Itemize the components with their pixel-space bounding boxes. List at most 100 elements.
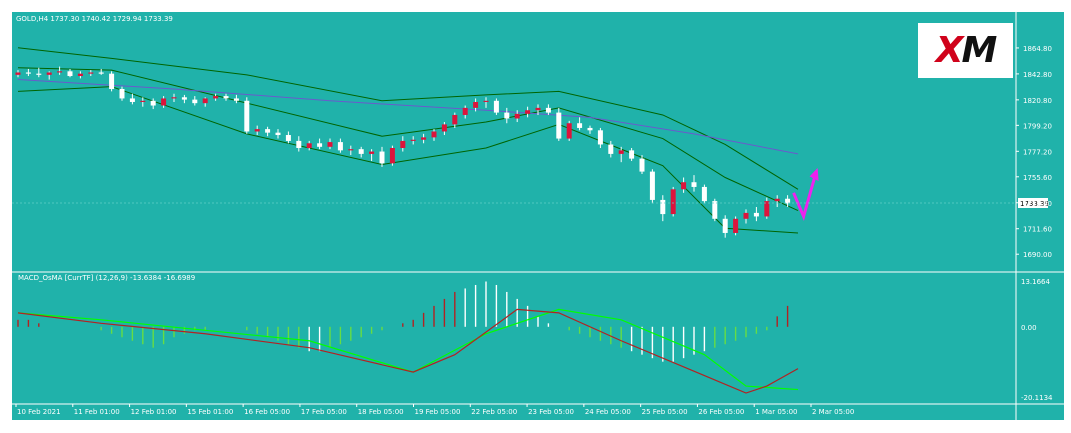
- candle[interactable]: [213, 93, 219, 101]
- candle[interactable]: [379, 146, 385, 167]
- candle-body: [753, 212, 759, 217]
- candle[interactable]: [577, 117, 583, 131]
- candle[interactable]: [556, 107, 562, 141]
- candle[interactable]: [701, 184, 707, 204]
- candle[interactable]: [317, 138, 323, 150]
- candle[interactable]: [649, 169, 655, 204]
- candle[interactable]: [421, 133, 427, 144]
- candle[interactable]: [608, 140, 614, 158]
- candle[interactable]: [629, 148, 635, 161]
- candle[interactable]: [181, 94, 187, 104]
- candle-body: [649, 171, 655, 200]
- candle[interactable]: [722, 215, 728, 238]
- candle[interactable]: [88, 70, 94, 77]
- candle[interactable]: [15, 70, 21, 78]
- candle[interactable]: [504, 107, 510, 124]
- candle[interactable]: [670, 186, 676, 217]
- candle[interactable]: [358, 146, 364, 158]
- candle-body: [618, 150, 624, 154]
- candle[interactable]: [733, 216, 739, 236]
- candle[interactable]: [473, 98, 479, 112]
- candle[interactable]: [712, 198, 718, 222]
- candle[interactable]: [254, 125, 260, 136]
- candle[interactable]: [639, 155, 645, 174]
- candle[interactable]: [566, 120, 572, 141]
- candle[interactable]: [98, 68, 104, 75]
- candle-body: [483, 100, 489, 102]
- candle[interactable]: [327, 138, 333, 150]
- candle[interactable]: [306, 140, 312, 151]
- candle[interactable]: [785, 195, 791, 207]
- candle-body: [285, 135, 291, 141]
- time-tick-label: 2 Mar 05:00: [812, 408, 854, 416]
- candle[interactable]: [431, 129, 437, 141]
- candle-body: [275, 132, 281, 136]
- candle[interactable]: [618, 146, 624, 163]
- candle[interactable]: [129, 93, 135, 105]
- candle[interactable]: [389, 145, 395, 166]
- bollinger-middle: [17, 67, 799, 211]
- candle[interactable]: [202, 97, 208, 107]
- candle[interactable]: [535, 104, 541, 115]
- price-tick-label: 1799.20: [1023, 122, 1052, 130]
- candle[interactable]: [660, 195, 666, 222]
- candle[interactable]: [25, 68, 31, 77]
- candle-body: [15, 72, 21, 75]
- candle[interactable]: [587, 125, 593, 134]
- candle[interactable]: [67, 68, 73, 78]
- candle-body: [98, 72, 104, 74]
- time-tick-label: 15 Feb 01:00: [187, 408, 233, 416]
- candle[interactable]: [140, 97, 146, 107]
- candle[interactable]: [244, 97, 250, 134]
- chart-canvas[interactable]: GOLD,H4 1737.30 1740.42 1729.94 1733.39 …: [12, 12, 1064, 420]
- candle-body: [431, 131, 437, 138]
- candle[interactable]: [348, 145, 354, 156]
- candle[interactable]: [161, 96, 167, 108]
- candle-body: [701, 186, 707, 202]
- candle[interactable]: [46, 71, 52, 80]
- candle[interactable]: [514, 110, 520, 123]
- time-tick-label: 22 Feb 05:00: [471, 408, 517, 416]
- candle[interactable]: [275, 129, 281, 139]
- candle[interactable]: [77, 71, 83, 79]
- candle-body: [660, 199, 666, 215]
- macd-tick-label: 13.1664: [1021, 278, 1050, 286]
- time-tick-label: 26 Feb 05:00: [698, 408, 744, 416]
- candle[interactable]: [597, 127, 603, 148]
- candle[interactable]: [337, 138, 343, 153]
- candle[interactable]: [774, 195, 780, 207]
- candle[interactable]: [452, 112, 458, 128]
- candle[interactable]: [410, 136, 416, 145]
- candle[interactable]: [119, 86, 125, 101]
- chart-frame: GOLD,H4 1737.30 1740.42 1729.94 1733.39 …: [12, 12, 1064, 420]
- candle[interactable]: [753, 207, 759, 222]
- candle[interactable]: [369, 149, 375, 161]
- candle[interactable]: [493, 98, 499, 115]
- candle[interactable]: [743, 209, 749, 224]
- candle[interactable]: [109, 71, 115, 92]
- candle[interactable]: [400, 136, 406, 152]
- candle[interactable]: [265, 126, 271, 137]
- candle[interactable]: [296, 136, 302, 152]
- candle[interactable]: [525, 106, 531, 118]
- candle[interactable]: [691, 175, 697, 192]
- candle[interactable]: [233, 94, 239, 104]
- candle[interactable]: [441, 122, 447, 136]
- candle-body: [691, 182, 697, 187]
- candle[interactable]: [223, 93, 229, 101]
- candle[interactable]: [171, 93, 177, 102]
- candle-body: [639, 158, 645, 172]
- candle[interactable]: [764, 197, 770, 219]
- candle-body: [514, 113, 520, 119]
- candle[interactable]: [285, 131, 291, 144]
- candle[interactable]: [57, 66, 63, 75]
- candle[interactable]: [483, 97, 489, 108]
- candle-body: [119, 89, 125, 99]
- candle[interactable]: [681, 177, 687, 193]
- candle[interactable]: [545, 104, 551, 115]
- candle[interactable]: [150, 98, 156, 110]
- candle[interactable]: [36, 67, 42, 78]
- candle[interactable]: [192, 96, 198, 106]
- time-tick-label: 18 Feb 05:00: [358, 408, 404, 416]
- candle[interactable]: [462, 105, 468, 119]
